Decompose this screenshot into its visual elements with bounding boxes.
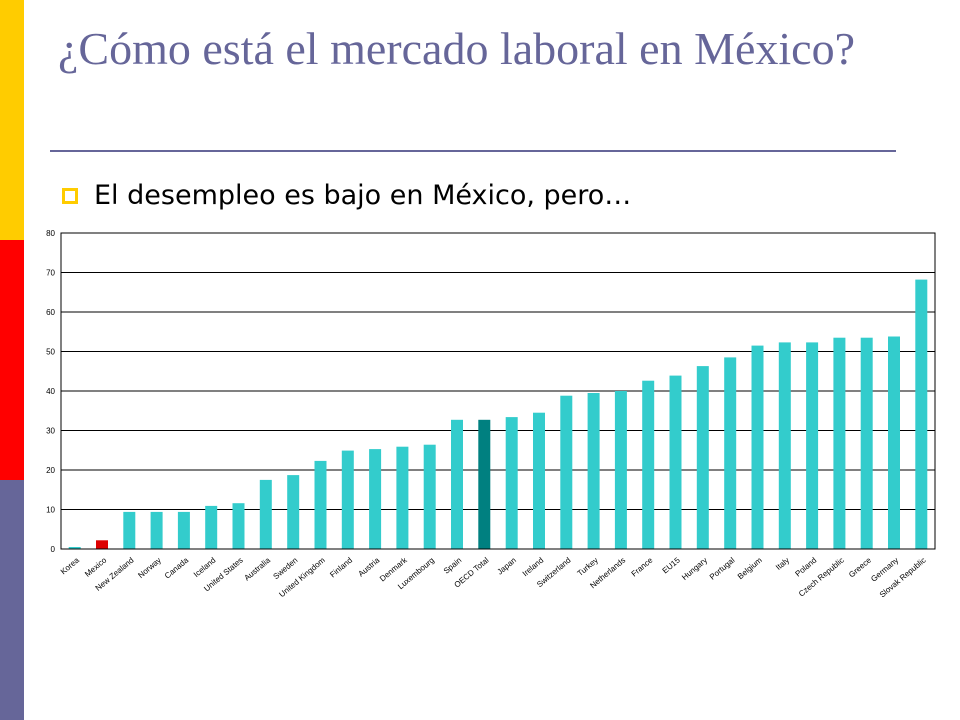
x-tick-label: Portugal <box>708 555 737 581</box>
bar-belgium <box>751 345 764 549</box>
y-tick-label: 50 <box>46 348 55 357</box>
x-tick-label: Italy <box>774 556 791 572</box>
y-tick-label: 0 <box>51 545 56 554</box>
bar-italy <box>778 342 791 549</box>
side-stripe-purple <box>0 480 24 720</box>
y-tick-label: 10 <box>46 506 55 515</box>
y-tick-label: 30 <box>46 427 55 436</box>
x-tick-label: Spain <box>442 556 463 576</box>
bar-slovak-republic <box>915 279 928 549</box>
y-tick-label: 80 <box>46 229 55 238</box>
bar-germany <box>888 336 900 549</box>
bar-ireland <box>533 412 545 549</box>
bar-finland <box>341 450 354 549</box>
x-tick-label: Canada <box>163 555 191 580</box>
bar-united-states <box>232 503 245 549</box>
x-tick-label: Australia <box>242 555 272 582</box>
bar-hungary <box>696 366 709 549</box>
bar-greece <box>860 337 873 549</box>
x-tick-label: Korea <box>59 555 82 576</box>
y-tick-label: 40 <box>46 387 55 396</box>
x-tick-label: France <box>630 555 655 578</box>
x-tick-label: Japan <box>496 556 518 577</box>
bar-austria <box>369 449 382 549</box>
x-tick-label: Finland <box>328 556 354 580</box>
x-tick-label: EU15 <box>661 555 683 575</box>
bar-norway <box>150 511 163 549</box>
y-tick-label: 20 <box>46 466 55 475</box>
slide-title: ¿Cómo está el mercado laboral en México? <box>58 23 856 74</box>
x-tick-label: Austria <box>357 555 382 578</box>
bar-luxembourg <box>423 444 436 549</box>
bar-united-kingdom <box>314 460 327 549</box>
bar-poland <box>806 342 819 549</box>
chart-gridlines <box>61 272 935 510</box>
y-tick-label: 60 <box>46 308 55 317</box>
bullet-text: El desempleo es bajo en México, pero… <box>94 180 632 211</box>
bar-australia <box>259 479 272 549</box>
x-tick-label: Belgium <box>736 555 764 581</box>
bar-iceland <box>205 505 218 549</box>
bar-sweden <box>287 475 300 549</box>
bar-denmark <box>396 446 409 549</box>
bar-france <box>642 380 655 549</box>
x-tick-label: Turkey <box>576 556 600 578</box>
bar-canada <box>177 511 190 549</box>
bar-netherlands <box>614 391 627 549</box>
side-stripe-yellow <box>0 0 24 240</box>
bar-portugal <box>724 357 737 549</box>
bar-eu15 <box>669 375 682 549</box>
y-tick-label: 70 <box>46 269 55 278</box>
bar-new-zealand <box>123 511 136 549</box>
x-tick-label: Ireland <box>521 556 546 579</box>
square-bullet-icon <box>62 188 78 204</box>
bar-japan <box>505 417 518 549</box>
x-tick-label: Hungary <box>680 556 709 582</box>
bar-spain <box>451 419 463 549</box>
bar-korea <box>68 547 81 549</box>
bar-turkey <box>587 393 600 549</box>
bar-switzerland <box>560 395 573 549</box>
plot-area-frame <box>60 232 936 550</box>
bar-czech-republic <box>833 337 846 549</box>
side-stripe-red <box>0 240 24 480</box>
title-divider <box>50 150 896 152</box>
bar-mexico <box>96 540 108 549</box>
x-tick-label: Poland <box>794 556 819 579</box>
bullet-item: El desempleo es bajo en México, pero… <box>60 176 920 216</box>
bar-oecd-total <box>478 419 491 549</box>
x-tick-label: Norway <box>136 556 163 580</box>
y-axis-tick-labels: 0 10 20 30 40 50 60 70 80 <box>46 229 55 554</box>
x-tick-label: Iceland <box>192 556 218 579</box>
chart-bars <box>68 279 928 549</box>
